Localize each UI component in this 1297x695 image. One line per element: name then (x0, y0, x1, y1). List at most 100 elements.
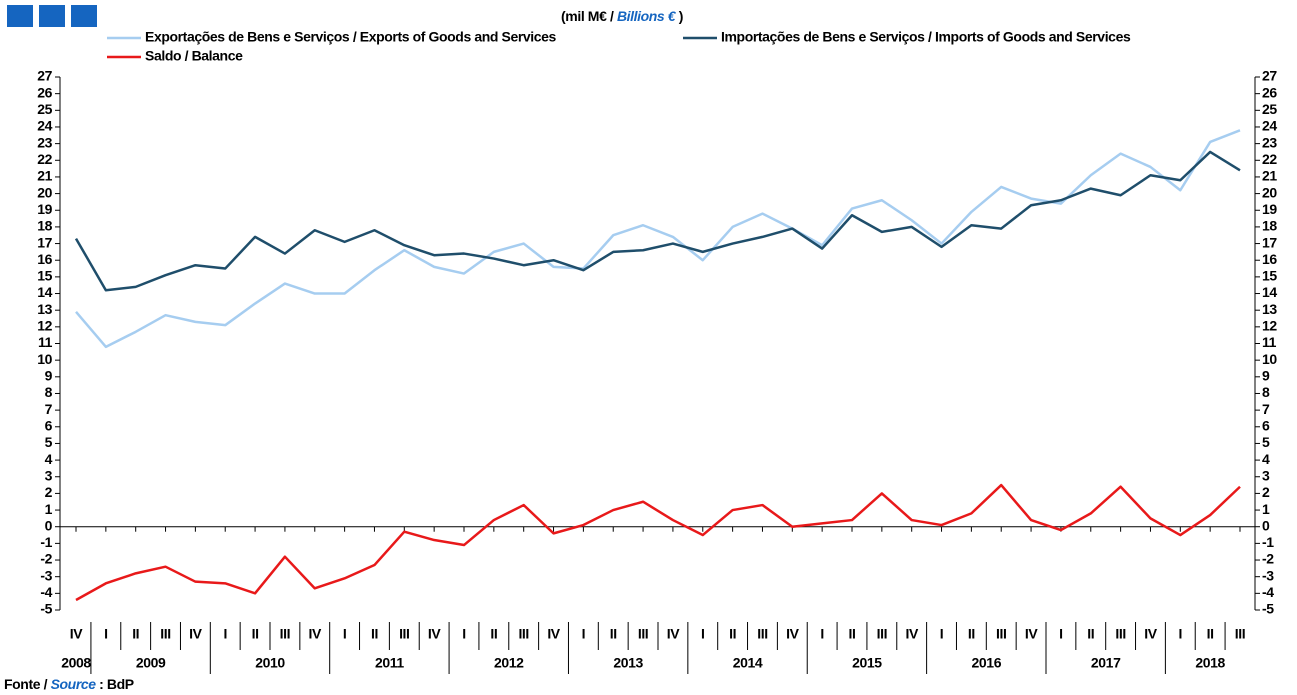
y-tick-label: 26 (37, 84, 52, 100)
x-tick-label: III (1115, 626, 1125, 642)
x-tick-label: III (399, 626, 409, 642)
x-tick-label: IV (547, 626, 560, 642)
y-tick-label: 8 (45, 384, 53, 400)
y-tick-label: -4 (40, 584, 52, 600)
subtitle-en: Billions € (617, 8, 677, 24)
source: Fonte / Source : BdP (4, 676, 134, 692)
year-label: 2010 (255, 655, 285, 671)
y2-tick-label: 16 (1262, 251, 1277, 267)
x-tick-label: I (820, 626, 824, 642)
year-label: 2011 (375, 655, 404, 671)
x-tick-label: III (160, 626, 170, 642)
y2-tick-label: 15 (1262, 268, 1277, 284)
x-tick-label: IV (309, 626, 322, 642)
y-tick-label: 21 (37, 168, 52, 184)
x-tick-label: III (518, 626, 528, 642)
y-tick-label: 9 (45, 368, 53, 384)
x-tick-label: II (371, 626, 378, 642)
y2-tick-label: 18 (1262, 218, 1277, 234)
x-tick-label: I (343, 626, 347, 642)
x-tick-label: II (610, 626, 617, 642)
y2-tick-label: 14 (1262, 284, 1277, 300)
x-tick-label: III (757, 626, 767, 642)
y2-tick-label: 2 (1262, 484, 1270, 500)
y2-tick-label: 11 (1262, 334, 1277, 350)
x-tick-label: III (996, 626, 1006, 642)
y-tick-label: 15 (37, 268, 52, 284)
y2-tick-label: 25 (1262, 101, 1277, 117)
x-tick-label: IV (786, 626, 799, 642)
x-tick-label: II (968, 626, 975, 642)
series-line (75, 129, 1241, 349)
y-tick-label: 7 (45, 401, 53, 417)
y-tick-label: 23 (37, 134, 52, 150)
y-tick-label: 1 (45, 501, 53, 517)
x-tick-label: IV (428, 626, 441, 642)
y2-tick-label: 20 (1262, 184, 1277, 200)
x-tick-label: IV (667, 626, 680, 642)
y-tick-label: 24 (37, 118, 52, 134)
y2-tick-label: 5 (1262, 434, 1270, 450)
y2-tick-label: 21 (1262, 168, 1277, 184)
y-tick-label: 27 (37, 68, 52, 84)
x-tick-label: I (701, 626, 705, 642)
y2-tick-label: 0 (1262, 517, 1270, 533)
year-label: 2018 (1195, 655, 1225, 671)
y-tick-label: -2 (40, 551, 52, 567)
y2-tick-label: -5 (1262, 601, 1274, 617)
y-tick-label: 0 (45, 517, 53, 533)
y-tick-label: 22 (37, 151, 52, 167)
y2-tick-label: 24 (1262, 118, 1277, 134)
y2-tick-label: 8 (1262, 384, 1270, 400)
y2-tick-label: -2 (1262, 551, 1274, 567)
y-tick-label: 16 (37, 251, 52, 267)
y-tick-label: 19 (37, 201, 52, 217)
year-label: 2012 (494, 655, 524, 671)
x-tick-label: IV (1025, 626, 1038, 642)
y-tick-label: -1 (40, 534, 52, 550)
x-tick-label: IV (189, 626, 202, 642)
y-tick-label: -3 (40, 567, 52, 583)
y-tick-label: 11 (38, 334, 53, 350)
y2-tick-label: -4 (1262, 584, 1274, 600)
x-tick-label: III (877, 626, 887, 642)
y2-tick-label: -1 (1262, 534, 1274, 550)
source-tail: : BdP (99, 676, 134, 692)
x-tick-label: I (223, 626, 227, 642)
x-tick-label: II (1207, 626, 1214, 642)
year-label: 2015 (852, 655, 882, 671)
y2-tick-label: -3 (1262, 567, 1274, 583)
legend-label: Importações de Bens e Serviços / Imports… (721, 29, 1131, 45)
x-tick-label: I (582, 626, 586, 642)
y2-tick-label: 7 (1262, 401, 1270, 417)
x-tick-label: I (104, 626, 108, 642)
x-tick-label: I (1179, 626, 1183, 642)
y2-tick-label: 3 (1262, 467, 1270, 483)
subtitle-end: ) (679, 8, 683, 24)
x-tick-label: IV (905, 626, 918, 642)
y-tick-label: 4 (45, 451, 53, 467)
x-tick-label: I (1059, 626, 1063, 642)
y2-tick-label: 27 (1262, 68, 1277, 84)
legend-label: Saldo / Balance (145, 48, 243, 64)
x-tick-label: IV (1144, 626, 1157, 642)
x-tick-label: II (1087, 626, 1094, 642)
x-tick-label: III (280, 626, 290, 642)
y-tick-label: 3 (45, 467, 53, 483)
subtitle: (mil M€ / Billions € ) (561, 8, 683, 24)
source-pt: Fonte / (4, 676, 48, 692)
x-tick-label: II (132, 626, 139, 642)
x-tick-label: II (849, 626, 856, 642)
x-tick-label: II (729, 626, 736, 642)
y2-tick-label: 17 (1262, 234, 1277, 250)
y-tick-label: 20 (37, 184, 52, 200)
y-tick-label: 25 (37, 101, 52, 117)
y2-tick-label: 12 (1262, 318, 1277, 334)
y-tick-label: 5 (45, 434, 53, 450)
series-line (75, 483, 1241, 602)
x-tick-label: III (638, 626, 648, 642)
y-tick-label: -5 (40, 601, 52, 617)
y-tick-label: 18 (37, 218, 52, 234)
y2-tick-label: 19 (1262, 201, 1277, 217)
year-label: 2017 (1091, 655, 1121, 671)
